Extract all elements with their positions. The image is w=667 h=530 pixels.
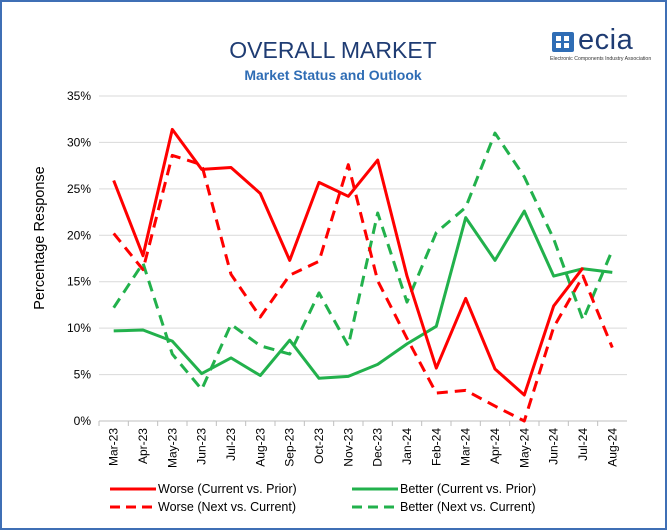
y-tick-label: 5% — [74, 368, 92, 382]
ecia-logo: ecia Electronic Components Industry Asso… — [550, 24, 652, 66]
series-line-4 — [112, 131, 614, 391]
x-tick-label: Jul-23 — [224, 428, 238, 461]
x-tick-label: Jun-23 — [195, 428, 209, 465]
x-tick-label: Oct-23 — [312, 428, 326, 464]
x-tick-label: Aug-23 — [253, 428, 267, 467]
y-tick-label: 15% — [67, 275, 91, 289]
legend-label: Better (Current vs. Prior) — [400, 482, 536, 496]
legend-label: Worse (Current vs. Prior) — [158, 482, 297, 496]
x-tick-label: May-24 — [517, 428, 531, 468]
logo-subtitle: Electronic Components Industry Associati… — [550, 56, 652, 62]
chart-subtitle: Market Status and Outlook — [244, 67, 422, 83]
x-tick-label: May-23 — [165, 428, 179, 468]
ecia-logo-icon — [552, 32, 574, 52]
x-tick-label: Aug-24 — [605, 428, 619, 467]
x-tick-label: Apr-23 — [136, 428, 150, 464]
y-tick-label: 20% — [67, 228, 91, 242]
x-tick-label: Feb-24 — [429, 428, 443, 466]
y-tick-label: 0% — [74, 414, 92, 428]
legend-label: Better (Next vs. Current) — [400, 500, 535, 514]
series-line-1 — [112, 127, 585, 397]
x-tick-label: Jun-24 — [547, 428, 561, 465]
y-tick-label: 35% — [67, 89, 91, 103]
x-tick-label: Mar-24 — [459, 428, 473, 466]
x-tick-label: Dec-23 — [371, 428, 385, 467]
x-tick-label: Sep-23 — [283, 428, 297, 467]
y-tick-label: 30% — [67, 135, 91, 149]
logo-word: ecia — [578, 24, 634, 56]
series-line-2 — [113, 209, 613, 380]
y-tick-label: 25% — [67, 182, 91, 196]
x-tick-label: Jan-24 — [400, 428, 414, 465]
x-tick-label: Jul-24 — [576, 428, 590, 461]
series-line-3 — [112, 153, 614, 423]
y-tick-label: 10% — [67, 321, 91, 335]
legend-label: Worse (Next vs. Current) — [158, 500, 296, 514]
x-tick-label: Mar-23 — [107, 428, 121, 466]
x-tick-label: Apr-24 — [488, 428, 502, 464]
y-axis-label: Percentage Response — [32, 166, 48, 310]
chart-title: OVERALL MARKET — [229, 37, 436, 63]
x-tick-label: Nov-23 — [341, 428, 355, 467]
